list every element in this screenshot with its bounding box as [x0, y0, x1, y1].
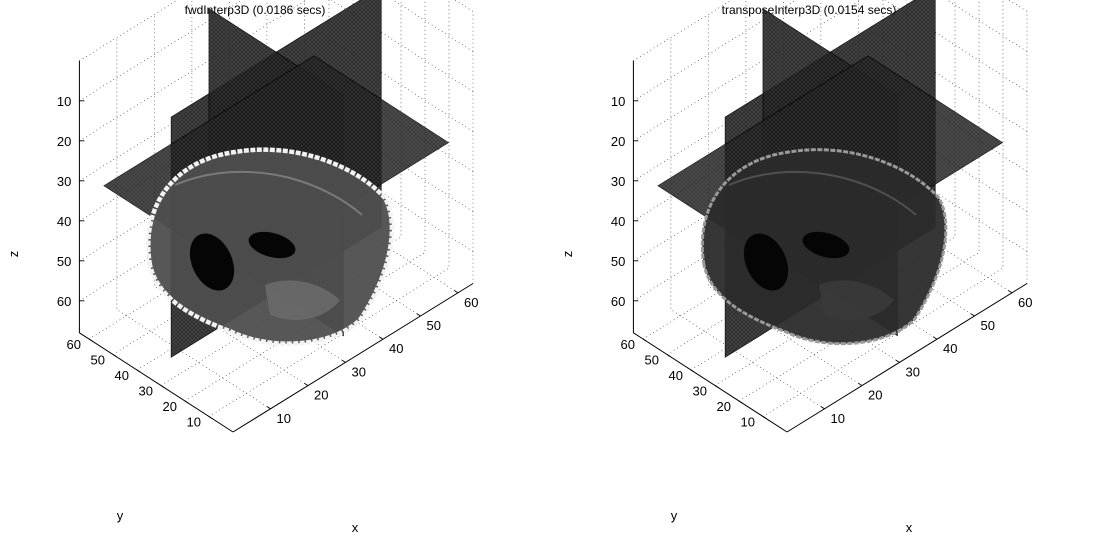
x-tick-mark	[454, 290, 459, 294]
x-tick-label: 60	[464, 295, 478, 310]
grid-line-x	[670, 37, 825, 410]
x-tick-label: 50	[427, 318, 441, 333]
x-tick-mark	[895, 359, 900, 363]
grid-line-x	[266, 0, 421, 317]
x-axis-label: x	[906, 520, 913, 535]
x-tick-mark	[858, 383, 863, 386]
y-axis-label: y	[117, 508, 124, 523]
slice-image-structure	[728, 170, 917, 216]
volume-slice-plot: 10 20 30 40 50 60 10 20 30 40 50 60 10 20 30 40 50 60 z y x	[560, 0, 1032, 535]
x-axis-line	[786, 283, 1028, 433]
grid-line-z	[633, 0, 1028, 142]
slice-image-cavity	[743, 233, 789, 291]
slice-image-cavity	[189, 233, 235, 291]
x-tick-label: 50	[981, 318, 995, 333]
grid-line-z	[633, 111, 1028, 262]
x-tick-mark	[379, 336, 384, 340]
z-tick-label: 20	[611, 134, 625, 149]
y-tick-label: 50	[91, 353, 105, 368]
x-tick-label: 60	[1018, 295, 1032, 310]
grid-line-z	[79, 111, 474, 262]
grid-line-z	[633, 0, 1028, 102]
plot-title: fwdInterp3D (0.0186 secs)	[184, 3, 326, 17]
grid-line-x	[154, 14, 309, 386]
x-tick-mark	[970, 313, 975, 317]
grid-line-x	[745, 0, 900, 363]
y-tick-label: 40	[115, 368, 129, 383]
z-tick-label: 30	[57, 174, 71, 189]
z-tick-label: 60	[57, 294, 71, 309]
grid-lines	[79, 0, 474, 417]
x-tick-mark	[1008, 290, 1013, 294]
x-tick-mark	[304, 383, 309, 386]
x-tick-mark	[266, 406, 271, 410]
y-tick-label: 40	[669, 368, 683, 383]
z-tick-label: 10	[611, 94, 625, 109]
y-axis-line	[633, 332, 788, 433]
slice-image-region	[819, 280, 894, 320]
z-axis-label: z	[560, 251, 575, 258]
y-tick-label: 50	[645, 353, 659, 368]
x-tick-mark	[933, 336, 938, 340]
y-tick-label: 30	[139, 384, 153, 399]
grid-line-z	[79, 31, 474, 182]
grid-line-z	[633, 31, 1028, 182]
y-axis-line	[79, 332, 234, 433]
x-axis-label: x	[352, 520, 359, 535]
y-tick-label: 20	[717, 399, 731, 414]
slice-image-rim	[700, 148, 948, 346]
z-tick-label: 50	[611, 254, 625, 269]
y-tick-label: 30	[693, 384, 707, 399]
z-tick-label: 50	[57, 254, 71, 269]
grid-line-x	[191, 0, 346, 363]
y-tick-label: 10	[741, 415, 755, 430]
grid-line-x	[304, 0, 459, 294]
slice-image-cavity	[248, 231, 296, 259]
grid-line-x	[820, 0, 975, 317]
x-tick-mark	[341, 359, 346, 363]
grid-line-z	[633, 151, 1028, 302]
x-tick-label: 30	[352, 364, 366, 379]
z-tick-label: 40	[57, 214, 71, 229]
x-tick-label: 20	[314, 388, 328, 403]
y-tick-label: 60	[621, 337, 635, 352]
x-tick-mark	[820, 406, 825, 410]
slice-image-cavity	[802, 231, 850, 259]
x-tick-label: 30	[906, 364, 920, 379]
grid-line-z	[79, 0, 474, 142]
z-tick-label: 20	[57, 134, 71, 149]
z-tick-label: 30	[611, 174, 625, 189]
slice-image-structure	[174, 170, 363, 216]
z-axis-label: z	[6, 251, 21, 258]
y-axis-label: y	[671, 508, 678, 523]
x-tick-mark	[416, 313, 421, 317]
grid-line-x	[858, 0, 1013, 294]
x-tick-label: 40	[389, 341, 403, 356]
plot-panel-transposeinterp3d: transposeInterp3D (0.0154 secs) 10 20 30 40…	[554, 0, 1108, 538]
grid-line-z	[79, 0, 474, 102]
x-tick-label: 20	[868, 388, 882, 403]
volume-slice-plot: 10 20 30 40 50 60 10 20 30 40 50 60 10 20 30 40 50 60 z y x	[6, 0, 478, 535]
x-tick-label: 40	[943, 341, 957, 356]
z-tick-label: 40	[611, 214, 625, 229]
grid-line-z	[79, 151, 474, 302]
y-tick-label: 20	[163, 399, 177, 414]
slice-image-region	[265, 280, 340, 320]
z-tick-label: 10	[57, 94, 71, 109]
y-tick-label: 10	[187, 415, 201, 430]
x-axis-line	[232, 283, 474, 433]
z-tick-label: 60	[611, 294, 625, 309]
plot-panel-fwdinterp3d: fwdInterp3D (0.0186 secs) 10 20 30 40 50 60 10…	[6, 0, 478, 535]
slice-image-rim	[146, 147, 395, 346]
grid-line-x	[708, 14, 863, 386]
x-tick-label: 10	[831, 411, 845, 426]
grid-line-x	[116, 37, 271, 410]
y-tick-label: 60	[67, 337, 81, 352]
x-tick-label: 10	[277, 411, 291, 426]
